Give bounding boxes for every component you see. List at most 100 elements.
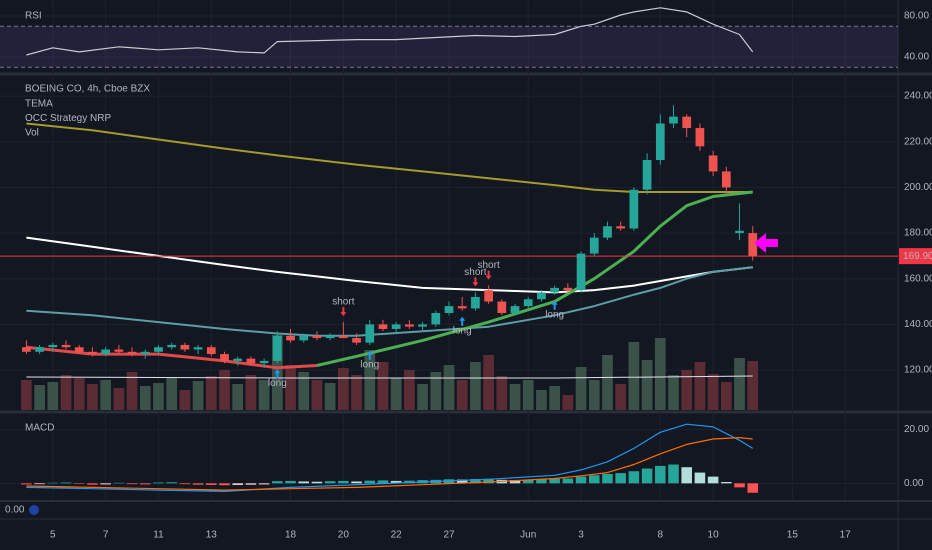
volume-bar xyxy=(456,380,468,410)
chart-title: BOEING CO, 4h, Cboe BZX xyxy=(25,84,150,95)
macd-histogram-bar xyxy=(73,483,85,484)
candle-body xyxy=(35,347,44,352)
candle-body xyxy=(338,335,348,339)
candle-body xyxy=(418,324,427,327)
macd-histogram-bar xyxy=(470,479,481,484)
candle-body xyxy=(497,301,507,313)
candle-body xyxy=(127,351,137,355)
volume-bar xyxy=(470,362,481,410)
candle-body xyxy=(510,306,520,313)
macd-histogram-bar xyxy=(351,481,362,484)
macd-histogram-bar xyxy=(126,483,138,485)
macd-histogram-bar xyxy=(522,479,534,484)
x-tick-label: 10 xyxy=(708,530,720,541)
macd-histogram-bar xyxy=(575,476,587,484)
macd-histogram-bar xyxy=(60,482,72,484)
candle-body xyxy=(325,335,335,339)
y-tick-label: 160.00 xyxy=(904,273,932,284)
macd-histogram-bar xyxy=(245,483,257,485)
volume-bar xyxy=(47,382,59,410)
y-tick-label: 80.00 xyxy=(904,11,929,22)
macd-histogram-bar xyxy=(734,483,745,488)
volume-bar xyxy=(364,350,376,410)
candle-body xyxy=(220,354,229,361)
candle-body xyxy=(695,128,705,147)
macd-histogram-bar xyxy=(21,483,32,485)
candle-body xyxy=(365,324,375,343)
x-tick-label: 7 xyxy=(103,530,109,541)
indicator-line xyxy=(26,236,753,294)
macd-line xyxy=(26,423,754,492)
candle-body xyxy=(721,171,731,188)
y-tick-label: 140.00 xyxy=(904,319,932,330)
macd-histogram-bar xyxy=(179,483,191,485)
volume-bar xyxy=(34,385,45,410)
candle-body xyxy=(655,123,665,161)
macd-histogram-bar xyxy=(562,478,574,484)
candle-body xyxy=(193,347,203,350)
signal-label: short xyxy=(478,260,500,271)
volume-bar xyxy=(430,372,442,410)
volume-bar xyxy=(707,374,719,410)
x-tick-label: 3 xyxy=(578,530,584,541)
macd-histogram-bar xyxy=(602,473,613,484)
signal-label: long xyxy=(360,360,379,371)
macd-histogram-bar xyxy=(483,478,494,484)
footer-value: 0.00 xyxy=(5,505,25,516)
macd-histogram-bar xyxy=(681,467,692,484)
candle-body xyxy=(48,344,58,348)
volume-bar xyxy=(496,376,508,410)
signal-arrow xyxy=(459,316,466,326)
signal-label: long xyxy=(545,309,564,320)
volume-bar xyxy=(139,386,151,410)
volume-bar xyxy=(641,360,653,410)
macd-histogram-bar xyxy=(272,481,283,484)
candle-body xyxy=(748,233,758,256)
legend-entry: OCC Strategy NRP xyxy=(25,113,111,124)
volume-bar xyxy=(734,358,745,410)
candle-body xyxy=(140,351,150,355)
volume-bar xyxy=(126,372,138,410)
candle-body xyxy=(523,299,533,307)
volume-bar xyxy=(615,384,627,410)
macd-histogram-bar xyxy=(166,482,177,484)
candle-body xyxy=(616,226,626,229)
indicator-line xyxy=(316,190,753,367)
candle-body xyxy=(682,116,692,129)
volume-bar xyxy=(166,378,178,410)
macd-histogram-bar xyxy=(747,483,759,493)
macd-histogram-bar xyxy=(628,471,640,484)
candle-body xyxy=(537,292,546,300)
signal-arrow xyxy=(340,307,347,317)
x-tick-label: 5 xyxy=(50,530,56,541)
volume-bar xyxy=(681,370,693,410)
panel-title: MACD xyxy=(25,423,54,434)
macd-histogram-bar xyxy=(34,483,45,485)
volume-bar xyxy=(588,380,600,410)
candle-body xyxy=(471,296,480,309)
signal-arrow xyxy=(551,300,558,310)
candle-body xyxy=(61,344,71,348)
macd-histogram-bar xyxy=(113,482,125,484)
volume-bar xyxy=(654,338,666,410)
macd-histogram-bar xyxy=(615,473,626,484)
volume-bar xyxy=(562,395,574,410)
x-tick-label: 22 xyxy=(391,530,403,541)
volume-bar xyxy=(285,365,296,410)
volume-bar xyxy=(351,375,362,410)
volume-bar xyxy=(694,362,706,410)
candle-body xyxy=(550,287,560,293)
x-tick-label: 27 xyxy=(443,530,455,541)
candle-body xyxy=(669,116,678,124)
signal-arrow xyxy=(366,350,373,360)
macd-histogram-bar xyxy=(219,483,230,486)
x-tick-label: 17 xyxy=(840,530,852,541)
macd-histogram-bar xyxy=(206,483,217,485)
volume-bar xyxy=(219,370,230,410)
macd-histogram-bar xyxy=(668,464,679,484)
candle-body xyxy=(154,347,163,352)
volume-bar xyxy=(258,380,270,410)
volume-bar xyxy=(179,390,191,410)
